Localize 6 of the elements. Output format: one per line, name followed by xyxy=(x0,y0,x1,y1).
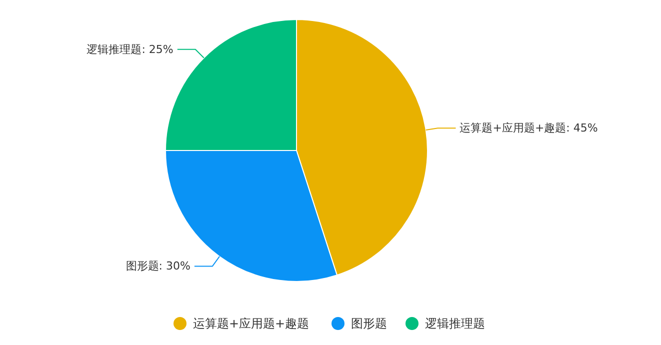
legend-label: 图形题 xyxy=(351,316,387,330)
data-label: 逻辑推理题: 25% xyxy=(86,42,174,56)
legend-label: 逻辑推理题 xyxy=(425,316,485,330)
legend-label: 运算题+应用题+趣题 xyxy=(193,316,310,330)
data-label: 图形题: 30% xyxy=(126,260,190,273)
data-label: 运算题+应用题+趣题: 45% xyxy=(460,122,598,135)
